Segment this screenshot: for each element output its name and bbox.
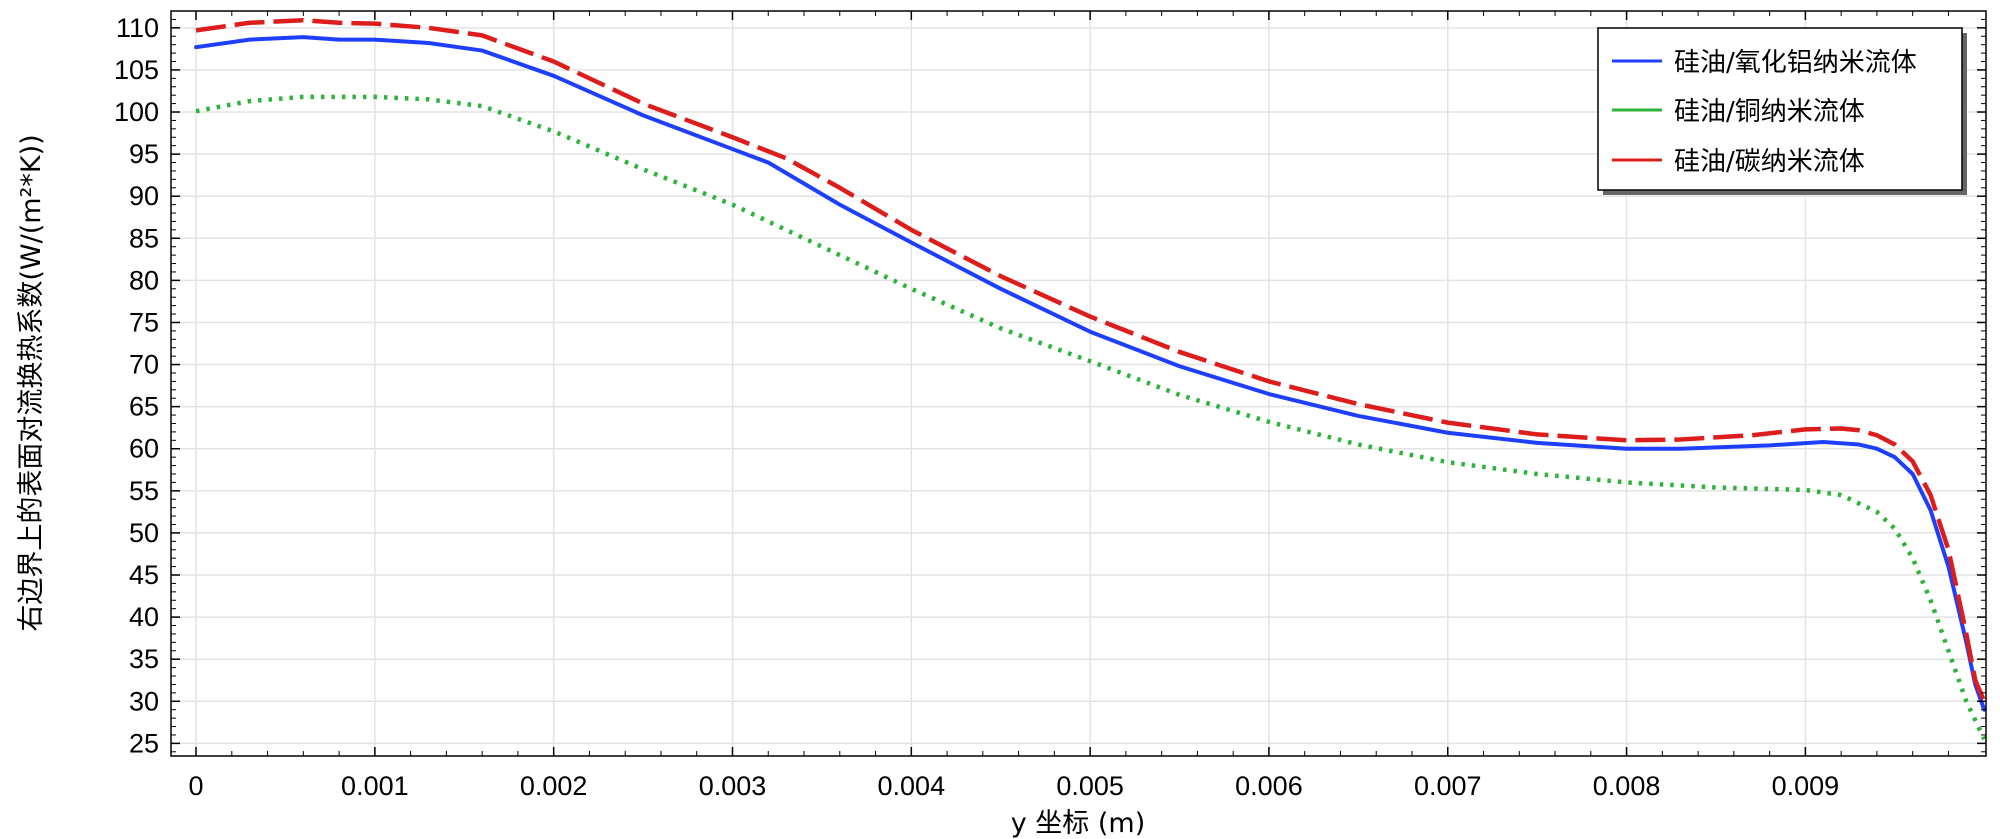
y-tick-label: 40 (129, 602, 159, 632)
legend-label-copper: 硅油/铜纳米流体 (1674, 97, 1865, 127)
series-lines (194, 18, 1987, 741)
y-tick-label: 65 (129, 392, 159, 422)
y-tick-label: 110 (116, 13, 159, 43)
x-tick-label: 0.007 (1414, 771, 1482, 801)
y-tick-label: 35 (129, 644, 159, 674)
y-tick-label: 30 (129, 686, 159, 716)
x-tick-label: 0.002 (520, 771, 588, 801)
y-tick-label: 70 (129, 350, 159, 380)
x-tick-label: 0.005 (1056, 771, 1124, 801)
y-tick-label: 80 (129, 265, 159, 295)
y-tick-label: 60 (129, 434, 159, 464)
axis-ticks: 0 0.001 0.002 0.003 0.004 0.005 0.006 0.007 0.00… (114, 10, 1986, 801)
x-tick-label: 0 (189, 771, 204, 801)
series-line-carbon (195, 18, 1987, 703)
y-tick-label: 55 (129, 476, 159, 506)
x-tick-label: 0.004 (878, 771, 946, 801)
y-tick-label: 25 (129, 728, 159, 758)
legend-label-alumina: 硅油/氧化铝纳米流体 (1674, 48, 1917, 78)
y-tick-label: 75 (129, 307, 159, 337)
y-tick-label: 85 (129, 223, 159, 253)
x-tick-label: 0.006 (1235, 771, 1303, 801)
x-axis-title: y 坐标 (m) (1011, 808, 1146, 839)
y-tick-label: 90 (129, 181, 159, 211)
plot-frame (170, 10, 1987, 757)
series-line-copper (195, 94, 1987, 741)
x-tick-label: 0.008 (1593, 771, 1661, 801)
grid (171, 11, 1986, 756)
legend: 硅油/氧化铝纳米流体 硅油/铜纳米流体 硅油/碳纳米流体 (1597, 27, 1967, 195)
y-tick-label: 50 (129, 518, 159, 548)
series-line-alumina (194, 35, 1987, 712)
x-tick-label: 0.009 (1772, 771, 1840, 801)
x-tick-label: 0.003 (699, 771, 767, 801)
y-tick-label: 45 (129, 560, 159, 590)
x-tick-label: 0.001 (341, 771, 409, 801)
y-tick-label: 100 (114, 97, 159, 127)
legend-label-carbon: 硅油/碳纳米流体 (1674, 147, 1865, 177)
y-axis-title: 右边界上的表面对流换热系数(W/(m²*K)) (16, 134, 47, 631)
y-tick-label: 105 (114, 55, 159, 85)
y-tick-label: 95 (129, 139, 159, 169)
